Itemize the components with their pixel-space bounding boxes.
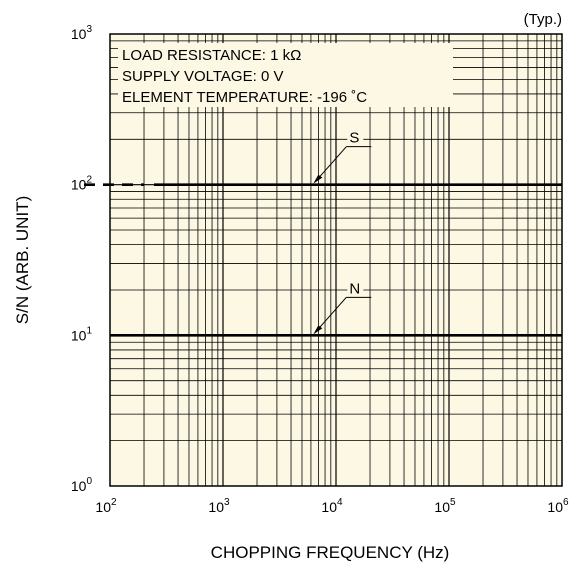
condition-load-resistance: LOAD RESISTANCE: 1 kΩ [122,47,301,64]
condition-supply-voltage: SUPPLY VOLTAGE: 0 V [122,68,283,85]
x-tick-label: 106 [547,497,569,515]
condition-element-temperature: ELEMENT TEMPERATURE: -196 ˚C [122,89,367,106]
y-tick-label: 103 [71,24,93,42]
series-n-leader-line [314,297,347,333]
conditions-box [118,43,453,107]
y-tick-labels: 100 101 102 103 [71,24,93,494]
typical-note: (Typ.) [524,11,562,28]
x-tick-label: 103 [208,497,230,515]
y-tick-label: 100 [71,476,93,494]
series-n-label: N [349,280,360,297]
grid-minor [110,34,562,486]
series-s-leader-line [314,146,347,182]
x-tick-labels: 102 103 104 105 106 [95,497,569,515]
series-s-label: S [349,130,359,147]
plot-frame [109,33,563,487]
series-n-label-bg [347,277,364,297]
x-tick-label: 105 [434,497,456,515]
y-tick-label: 102 [71,175,93,193]
y-tick-label: 101 [71,325,93,343]
series-layer: SN [84,126,562,337]
series-n-arrowhead [313,325,323,335]
x-tick-label: 102 [95,497,117,515]
x-tick-label: 104 [321,497,343,515]
series-s-label-bg [347,126,364,146]
series-s-arrowhead [313,174,323,184]
x-axis-title: CHOPPING FREQUENCY (Hz) [211,543,450,562]
y-axis-title: S/N (ARB. UNIT) [13,196,32,324]
